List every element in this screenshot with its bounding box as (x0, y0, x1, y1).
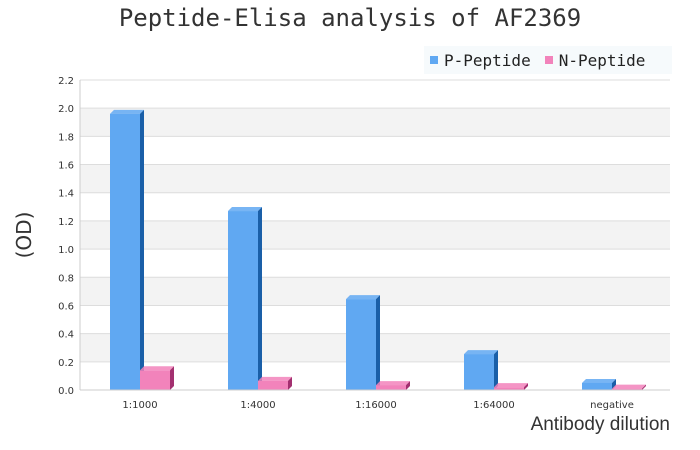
x-tick-label: 1:1000 (122, 400, 157, 411)
y-tick-label: 0.4 (58, 330, 74, 341)
y-tick-label: 2.0 (58, 104, 74, 115)
y-tick-label: 1.2 (58, 217, 74, 228)
bar-side (376, 295, 380, 390)
x-tick-label: 1:4000 (240, 400, 275, 411)
legend-label: P-Peptide (444, 50, 531, 70)
y-tick-label: 0.6 (58, 301, 74, 312)
bar-side (170, 366, 174, 390)
bar-top (140, 366, 174, 371)
grid-band (80, 164, 670, 193)
chart-title: Peptide-Elisa analysis of AF2369 (118, 4, 582, 32)
legend-swatch (544, 56, 553, 64)
bar (258, 380, 288, 390)
bar-side (288, 376, 292, 390)
bar (376, 385, 406, 390)
y-tick-label: 1.6 (58, 161, 74, 172)
y-tick-label: 1.0 (58, 245, 74, 256)
legend: P-Peptide N-Peptide (424, 46, 672, 74)
grid-band (80, 220, 670, 250)
bar-top (258, 376, 292, 381)
bar-top (376, 381, 410, 386)
y-tick-label: 2.2 (58, 76, 74, 87)
bar-side (140, 109, 144, 391)
bar (140, 370, 170, 390)
y-tick-label: 1.8 (58, 132, 74, 143)
bar (228, 211, 258, 390)
bar-top (228, 207, 262, 212)
x-tick-label: 1:64000 (473, 400, 515, 411)
bar (612, 388, 642, 390)
y-tick-label: 0.0 (58, 386, 74, 397)
bar (110, 113, 140, 391)
bar-top (494, 383, 528, 388)
legend-swatch (430, 56, 438, 64)
bar-side (524, 383, 528, 390)
legend-item-n-peptide: N-Peptide (544, 50, 646, 70)
legend-label: N-Peptide (558, 50, 646, 70)
grid-band (80, 108, 670, 137)
y-tick-label: 0.2 (58, 358, 74, 369)
bar-side (612, 378, 616, 390)
bar-side (258, 207, 262, 390)
bar-top (346, 295, 380, 300)
bar-side (406, 381, 410, 390)
x-tick-label: negative (590, 400, 634, 411)
bar (346, 299, 376, 390)
x-tick-label: 1:16000 (355, 400, 397, 411)
bar-top (110, 109, 144, 114)
bar (464, 354, 494, 390)
y-tick-label: 1.4 (58, 189, 74, 200)
legend-item-p-peptide: P-Peptide (430, 51, 531, 70)
bar (582, 382, 612, 390)
bar-top (612, 384, 646, 389)
bar (494, 387, 524, 390)
y-tick-label: 0.8 (58, 273, 74, 284)
bar-top (582, 378, 616, 383)
bar-top (464, 350, 498, 355)
bar-side (494, 350, 498, 390)
bar-side (642, 384, 646, 390)
x-axis-label: Antibody dilution (530, 414, 670, 435)
